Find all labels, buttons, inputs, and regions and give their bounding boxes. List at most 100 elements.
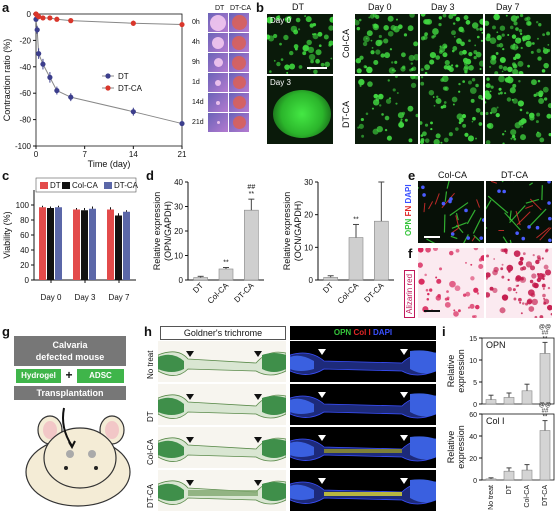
cell-spot [491,55,497,60]
inset-cell-dtca [229,13,249,32]
cell-spot [410,76,416,80]
cell-spot [453,311,459,317]
inset-col-dt: DT [215,5,225,12]
cell-spot [413,54,418,61]
cell-spot [439,46,446,53]
y-tick-label: 0 [25,276,30,285]
bar-dt [73,209,80,280]
micrograph-dt-day3: Day 3 [267,76,333,144]
nucleus [481,218,484,222]
cell-spot [517,60,524,67]
cell-spot [378,39,383,45]
bar [539,353,551,405]
y-tick-label: -20 [19,36,31,45]
cell-spot [320,62,325,67]
cell-spot [536,277,542,283]
fn-fiber [516,211,531,226]
micrograph-dtca-day0 [355,76,418,144]
cell-spot [546,48,551,53]
cell-spot [442,14,447,18]
cell-spot [410,62,414,65]
row-label-colca: Col-CA [341,28,351,58]
cell-spot [273,59,276,62]
micrograph-colca-day7 [485,14,551,74]
cell-spot [424,138,430,143]
native-bone-right [262,482,286,501]
cell-spot [531,79,537,86]
y-tick-label: 100 [16,201,30,210]
cell-spot [495,112,500,118]
row-label-dt: DT [146,411,155,422]
cell-spot [531,273,537,279]
cell-spot [420,139,425,144]
y-tick-label: 0 [309,276,314,285]
nucleus [422,193,426,197]
cell-spot [371,107,374,110]
cell-spot [424,32,428,36]
cell-spot [433,104,436,107]
opn-fiber [502,236,508,243]
cell-spot [512,98,518,104]
stain-legend-h: OPN Col I DAPI [290,326,436,340]
cell-spot [408,54,415,61]
cell-spot [519,301,522,304]
cell-spot [415,113,418,118]
opn-fiber [450,235,458,240]
cell-spot [391,69,395,72]
cell-spot [467,306,471,309]
cell-spot [537,56,542,61]
cell-spot [448,66,454,73]
cell-spot [365,112,369,116]
cell-spot [446,296,450,300]
cell-spot [547,43,550,46]
stain-dapi-h: DAPI [373,328,393,337]
inset-row-label: 0h [192,19,200,26]
cell-spot [486,272,491,278]
y-tick-label: 80 [20,216,29,225]
x-tick-label: Day 0 [41,293,62,302]
cell-spot [524,17,529,22]
cell-aggregate [273,90,331,138]
cell-spot [498,87,502,91]
cell-spot [510,137,513,140]
opn-fiber [426,238,436,243]
cell-spot [541,283,546,288]
data-point [68,18,74,24]
cell-spot [394,69,397,72]
cell-spot [313,69,318,74]
bar-col-ca [115,215,122,280]
cell-spot [525,111,529,115]
y-axis-label: Relative [446,431,456,464]
cell-spot [470,263,473,266]
cell-spot [474,44,477,47]
cell-spot [328,40,333,46]
cell-spot [535,132,542,138]
cell-spot [450,64,453,67]
native-bone-left [158,354,184,372]
cell-spot [489,37,497,44]
cell-spot [402,65,406,69]
cell-spot [383,38,389,44]
data-point [34,27,40,33]
gel-construct [232,55,246,70]
cell-spot [541,69,546,73]
cell-spot [394,76,398,79]
cell-spot [329,16,333,23]
cell-spot [496,31,499,34]
bar [521,469,533,481]
cell-spot [267,16,274,24]
native-bone-right [410,436,436,460]
cell-spot [497,92,501,95]
cell-spot [513,297,517,301]
y-axis-label: expression [456,349,466,393]
panel-label-f: f [408,246,413,261]
cell-spot [543,62,549,69]
gel-construct [232,76,246,89]
cell-spot [515,37,522,44]
cell-spot [283,34,289,41]
cell-spot [471,78,476,82]
cell-spot [547,286,551,290]
bar-col-ca [47,208,54,280]
cell-spot [517,284,520,287]
cell-spot [515,27,519,31]
